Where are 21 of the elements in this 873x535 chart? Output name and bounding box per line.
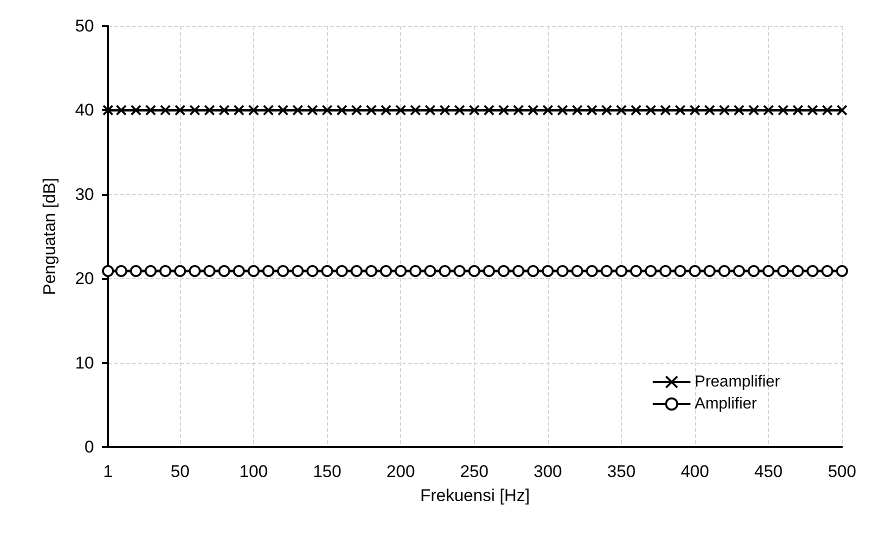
legend-label: Amplifier (694, 396, 758, 412)
legend-label: Preamplifier (694, 374, 781, 390)
x-tick-label: 200 (386, 462, 415, 481)
y-tick-label: 50 (75, 16, 94, 36)
y-tick-label: 10 (75, 353, 94, 372)
x-tick-label: 350 (607, 462, 636, 481)
x-tick-label: 250 (460, 462, 488, 481)
y-axis-title: Penguatan [dB] (40, 178, 59, 296)
y-tick-label: 30 (75, 184, 94, 204)
y-tick-label: 20 (75, 269, 94, 288)
x-tick-label: 1 (103, 462, 113, 481)
x-tick-label: 50 (170, 462, 190, 481)
x-tick-label: 450 (754, 462, 783, 481)
x-tick-label: 400 (680, 462, 710, 481)
y-tick-label: 40 (75, 100, 94, 120)
x-tick-label: 150 (312, 462, 342, 481)
x-axis-title: Frekuensi [Hz] (420, 486, 530, 505)
x-tick-label: 100 (239, 462, 268, 481)
y-tick-label: 0 (84, 438, 94, 456)
x-tick-label: 500 (828, 462, 856, 481)
x-tick-label: 300 (534, 462, 562, 481)
